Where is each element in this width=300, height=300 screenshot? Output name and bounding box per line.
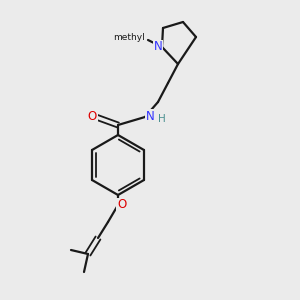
Text: methyl: methyl bbox=[113, 34, 145, 43]
Text: N: N bbox=[154, 40, 162, 53]
Text: O: O bbox=[117, 199, 127, 212]
Text: N: N bbox=[146, 110, 154, 122]
Text: H: H bbox=[158, 114, 166, 124]
Text: O: O bbox=[87, 110, 97, 124]
